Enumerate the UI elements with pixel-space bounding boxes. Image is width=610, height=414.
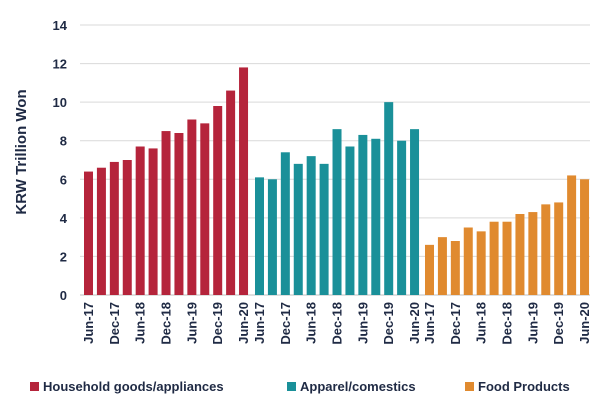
bar-food-products-3 bbox=[463, 227, 473, 295]
bar-apparel-comestics-3 bbox=[293, 163, 303, 295]
bar-food-products-7 bbox=[515, 214, 525, 295]
x-tick-label: Jun-17 bbox=[81, 302, 96, 344]
x-tick-label: Dec-18 bbox=[159, 302, 174, 345]
bar-apparel-comestics-5 bbox=[319, 163, 329, 295]
x-tick-layer: Jun-17 Dec-17 Jun-18 Dec-18 Jun-19 Dec-19 Jun-… bbox=[81, 302, 592, 345]
bar-food-products-10 bbox=[554, 202, 564, 295]
y-tick-label: 4 bbox=[60, 211, 68, 226]
bar-household-goods-appliances-9 bbox=[200, 123, 210, 295]
x-tick-label: Jun-18 bbox=[474, 302, 489, 344]
x-tick-label: Dec-17 bbox=[278, 302, 293, 345]
bar-household-goods-appliances-10 bbox=[213, 106, 223, 295]
bar-food-products-6 bbox=[502, 221, 512, 295]
bar-household-goods-appliances-0 bbox=[84, 171, 93, 295]
bar-apparel-comestics-1 bbox=[267, 179, 277, 295]
bar-food-products-4 bbox=[476, 231, 486, 295]
y-axis-label: KRW Trillion Won bbox=[13, 89, 30, 214]
legend: Household goods/appliances Apparel/comest… bbox=[30, 379, 570, 394]
bar-apparel-comestics-7 bbox=[345, 146, 355, 295]
y-tick-layer: 0 2 4 6 8 10 12 14 bbox=[53, 18, 68, 303]
bar-household-goods-appliances-12 bbox=[239, 67, 249, 295]
x-tick-label: Jun-18 bbox=[304, 302, 319, 344]
x-tick-label: Dec-17 bbox=[448, 302, 463, 345]
legend-label: Food Products bbox=[478, 379, 570, 394]
bar-food-products-5 bbox=[489, 221, 499, 295]
bar-apparel-comestics-10 bbox=[384, 102, 394, 296]
bar-apparel-comestics-8 bbox=[358, 134, 368, 295]
legend-swatch bbox=[465, 382, 474, 391]
x-tick-label: Dec-19 bbox=[551, 302, 566, 345]
y-tick-label: 10 bbox=[53, 95, 67, 110]
y-tick-label: 8 bbox=[60, 134, 67, 149]
x-tick-label: Dec-19 bbox=[381, 302, 396, 345]
bar-apparel-comestics-4 bbox=[306, 156, 316, 295]
bar-apparel-comestics-0 bbox=[255, 177, 264, 295]
x-tick-label: Jun-19 bbox=[525, 302, 540, 344]
legend-swatch bbox=[30, 382, 39, 391]
bar-food-products-11 bbox=[567, 175, 577, 295]
bar-food-products-12 bbox=[580, 179, 590, 295]
bar-household-goods-appliances-6 bbox=[161, 131, 171, 295]
x-tick-label: Jun-20 bbox=[577, 302, 592, 344]
x-tick-label: Dec-18 bbox=[500, 302, 515, 345]
bars-layer bbox=[84, 67, 590, 296]
y-tick-label: 0 bbox=[60, 288, 67, 303]
x-tick-label: Dec-18 bbox=[330, 302, 345, 345]
y-tick-label: 12 bbox=[53, 57, 67, 72]
bar-household-goods-appliances-7 bbox=[174, 133, 184, 295]
x-tick-label: Jun-18 bbox=[133, 302, 148, 344]
bar-household-goods-appliances-1 bbox=[96, 167, 106, 295]
y-tick-label: 14 bbox=[53, 18, 68, 33]
bar-household-goods-appliances-3 bbox=[122, 160, 132, 295]
bar-apparel-comestics-9 bbox=[371, 138, 381, 295]
x-tick-label: Jun-20 bbox=[236, 302, 251, 344]
bar-household-goods-appliances-2 bbox=[109, 161, 119, 295]
bar-apparel-comestics-11 bbox=[397, 140, 407, 295]
bar-household-goods-appliances-5 bbox=[148, 148, 158, 295]
legend-label: Apparel/comestics bbox=[300, 379, 416, 394]
bar-food-products-1 bbox=[437, 237, 447, 295]
bar-household-goods-appliances-8 bbox=[187, 119, 197, 295]
bar-household-goods-appliances-4 bbox=[135, 146, 145, 295]
x-tick-label: Dec-17 bbox=[107, 302, 122, 345]
bar-apparel-comestics-12 bbox=[410, 129, 420, 295]
bar-food-products-8 bbox=[528, 212, 538, 295]
bar-food-products-9 bbox=[541, 204, 551, 295]
x-tick-label: Jun-19 bbox=[355, 302, 370, 344]
x-tick-label: Jun-17 bbox=[252, 302, 267, 344]
y-tick-label: 2 bbox=[60, 249, 67, 264]
x-tick-label: Jun-17 bbox=[422, 302, 437, 344]
bar-household-goods-appliances-11 bbox=[226, 90, 236, 295]
bar-food-products-0 bbox=[425, 244, 434, 295]
legend-swatch bbox=[287, 382, 296, 391]
x-tick-label: Dec-19 bbox=[210, 302, 225, 345]
bar-food-products-2 bbox=[450, 241, 460, 295]
x-tick-label: Jun-20 bbox=[407, 302, 422, 344]
y-tick-label: 6 bbox=[60, 172, 67, 187]
legend-label: Household goods/appliances bbox=[43, 379, 224, 394]
x-tick-label: Jun-19 bbox=[184, 302, 199, 344]
bar-apparel-comestics-6 bbox=[332, 129, 342, 295]
bar-apparel-comestics-2 bbox=[280, 152, 290, 295]
